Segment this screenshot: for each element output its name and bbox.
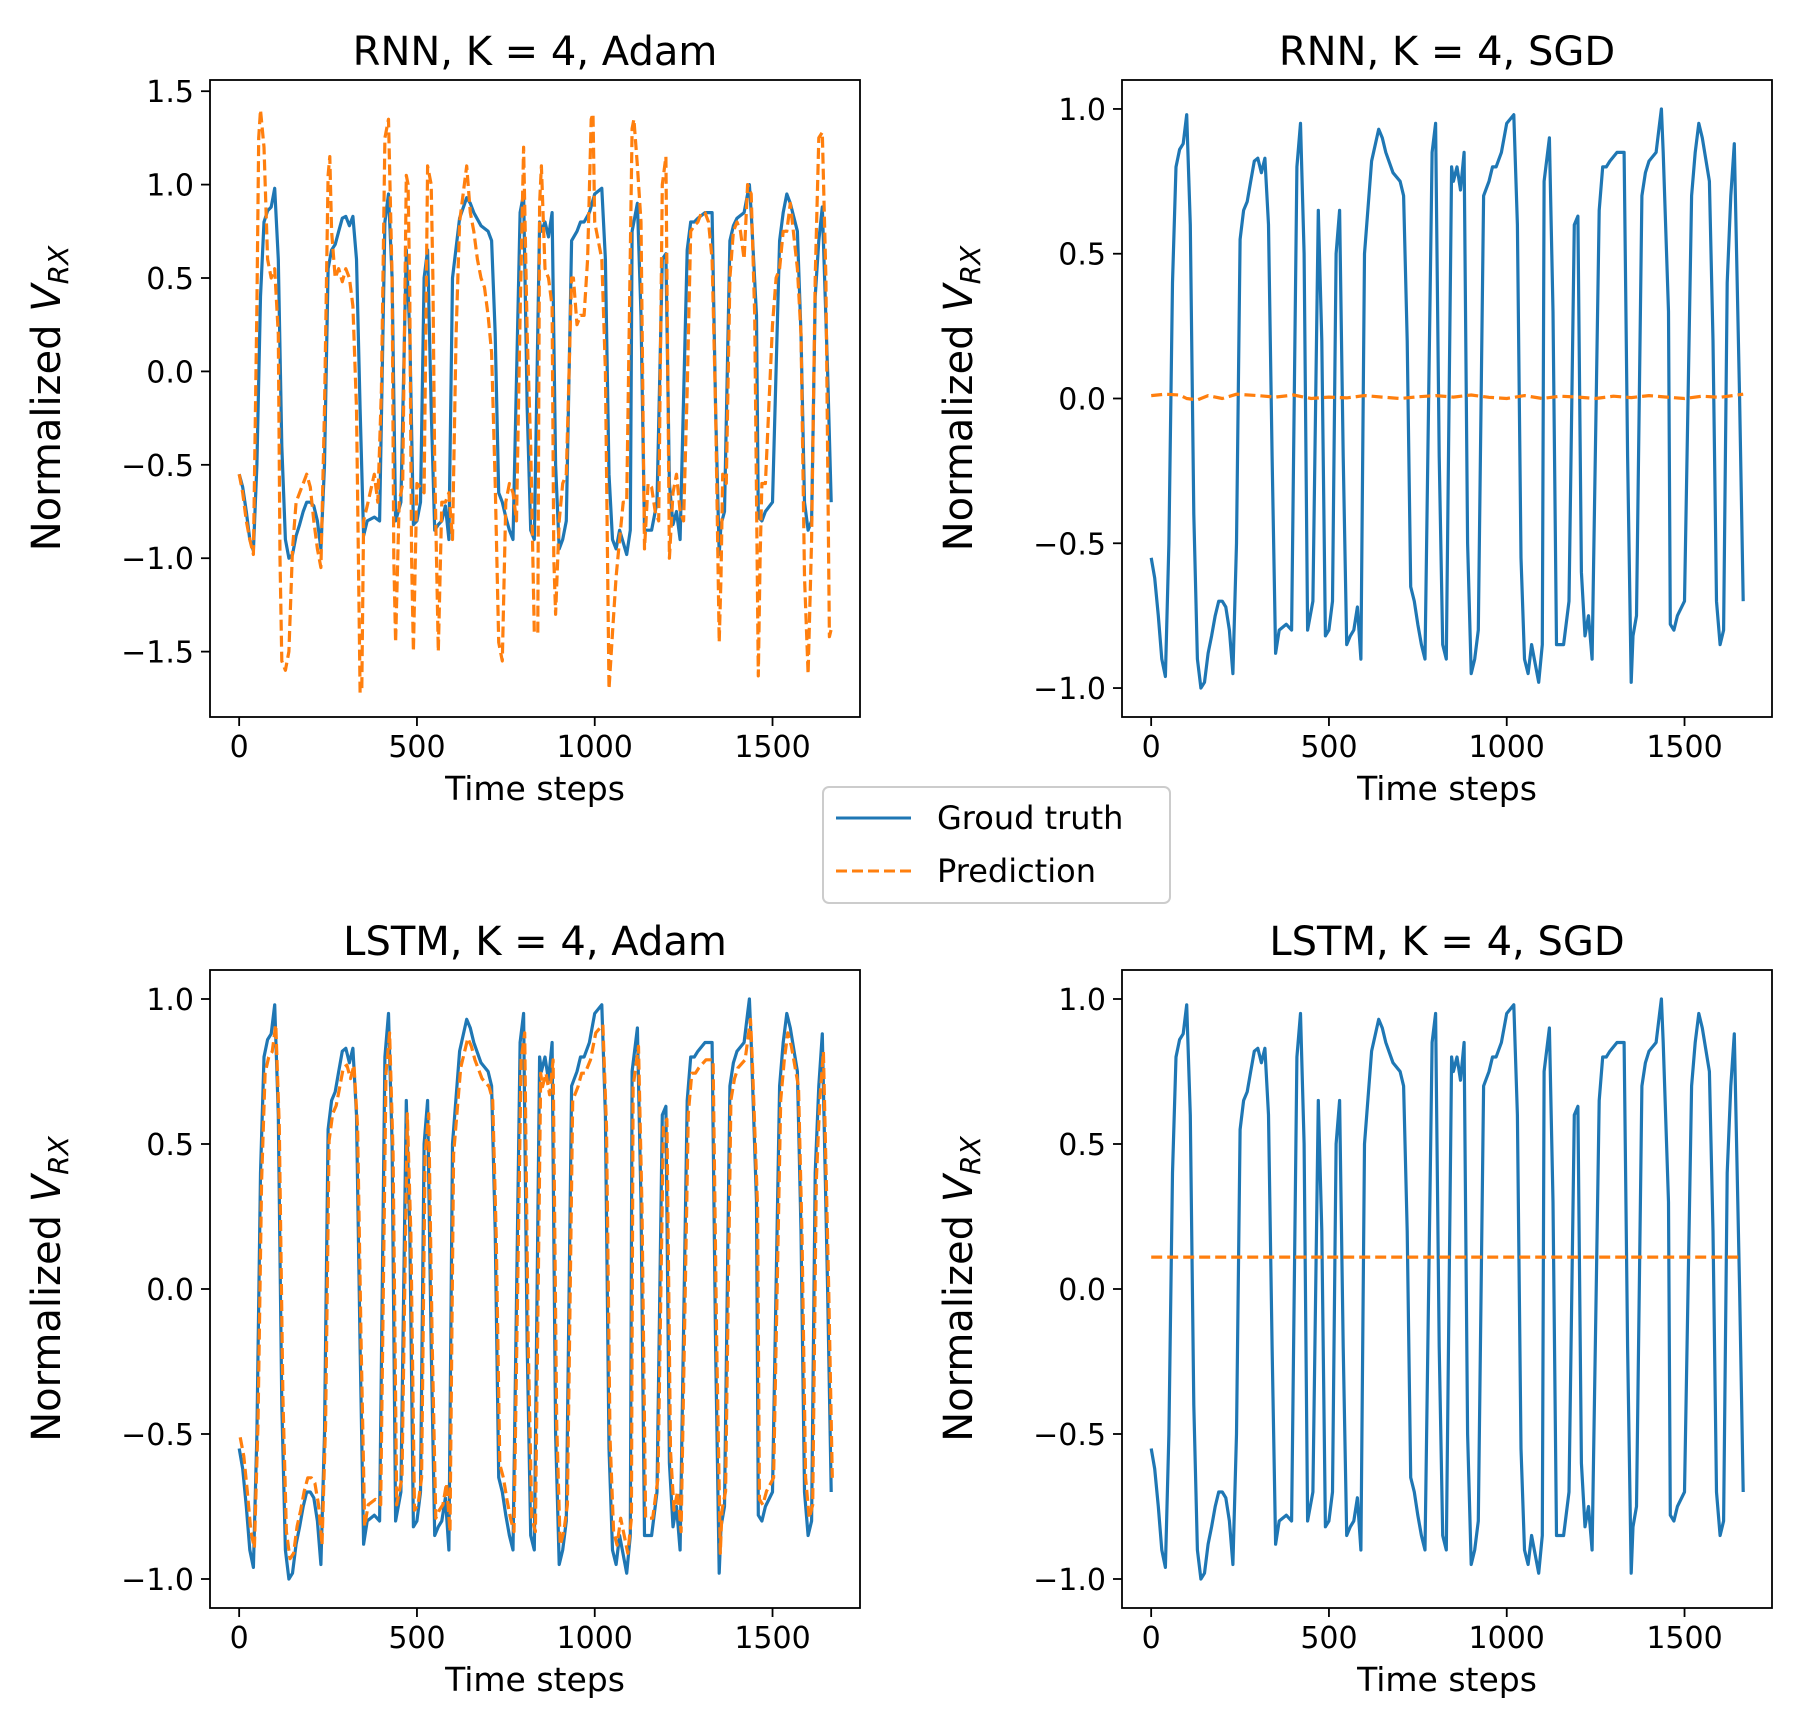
x-axis-label: Time steps [1356,769,1537,808]
y-tick-label: 0.5 [1058,1128,1106,1163]
x-tick-label: 1500 [734,1621,810,1656]
y-tick-label: 0.0 [1058,1273,1106,1308]
panel-lstm-k-4-sgd: 0 500 1000 1500 −1.0 −0.5 0.0 0.5 1.0 LSTM, K = 4… [936,919,1773,1699]
y-axis-label-subscript: RX [954,245,987,284]
y-tick-label: 0.5 [1058,238,1106,273]
series-prediction [238,1017,834,1561]
y-axis-label-symbol: V [936,1172,982,1202]
x-tick-label: 0 [1142,1621,1161,1656]
y-tick-label: 1.0 [1058,93,1106,128]
chart-title: LSTM, K = 4, SGD [1269,919,1624,965]
x-tick-label: 1000 [1469,730,1545,765]
y-tick-label: −0.5 [121,1418,194,1453]
y-tick-label: 1.0 [1058,983,1106,1018]
y-tick-label: −0.5 [1033,527,1106,562]
x-tick-label: 500 [388,1621,445,1656]
x-axis-label: Time steps [1356,1660,1537,1699]
y-tick-label: 1.5 [146,75,194,110]
y-axis-label-subscript: RX [954,1135,987,1174]
y-tick-label: −1.0 [1033,672,1106,707]
panel-rnn-k-4-adam: 0 500 1000 1500 −1.5 −1.0 −0.5 0.0 0.5 1.0 1.5 RNN,… [24,29,861,808]
legend: Groud truth Prediction [822,786,1171,904]
x-tick-label: 1000 [557,1621,633,1656]
y-axis-label: Normalized VRX [936,245,987,551]
series-groud-truth [1149,997,1745,1581]
x-tick-label: 0 [230,1621,249,1656]
y-tick-label: 1.0 [146,983,194,1018]
y-axis-label: Normalized VRX [936,1135,987,1441]
x-tick-label: 500 [1300,1621,1357,1656]
axes-frame [209,79,861,718]
y-tick-label: 0.0 [146,1273,194,1308]
legend-prediction-label: Prediction [937,852,1096,890]
y-tick-label: −1.0 [1033,1563,1106,1598]
series-prediction [1151,392,1744,402]
y-tick-label: 0.5 [146,1128,194,1163]
series-prediction [237,108,833,695]
y-axis-label: Normalized VRX [24,1135,75,1441]
x-tick-label: 500 [1300,730,1357,765]
y-axis-label-text: Normalized [936,1202,982,1442]
x-tick-label: 500 [388,730,445,765]
y-tick-label: −1.0 [121,1563,194,1598]
panel-lstm-k-4-adam: 0 500 1000 1500 −1.0 −0.5 0.0 0.5 1.0 LSTM, K = 4… [24,919,861,1699]
y-tick-label: −0.5 [121,449,194,484]
y-axis-label: Normalized VRX [24,245,75,551]
y-tick-label: 0.0 [1058,383,1106,418]
y-tick-label: −1.5 [121,636,194,671]
y-tick-label: 1.0 [146,169,194,204]
y-axis-label-subscript: RX [42,1135,75,1174]
y-axis-label-text: Normalized [24,312,70,552]
y-tick-label: −0.5 [1033,1418,1106,1453]
x-tick-label: 0 [1142,730,1161,765]
legend-frame [822,786,1171,904]
y-axis-label-symbol: V [24,282,70,312]
y-axis-label-subscript: RX [42,245,75,284]
chart-title: RNN, K = 4, Adam [353,29,718,75]
x-axis-label: Time steps [444,769,625,808]
y-tick-label: 0.0 [146,355,194,390]
x-axis-label: Time steps [444,1660,625,1699]
y-axis-label-symbol: V [24,1172,70,1202]
chart-title: RNN, K = 4, SGD [1279,29,1615,75]
y-tick-label: −1.0 [121,542,194,577]
x-tick-label: 0 [230,730,249,765]
series-groud-truth [1149,107,1745,690]
x-tick-label: 1500 [1646,730,1722,765]
y-axis-label-symbol: V [936,282,982,312]
y-axis-label-text: Normalized [24,1202,70,1442]
x-tick-label: 1500 [1646,1621,1722,1656]
y-axis-label-text: Normalized [936,312,982,552]
chart-title: LSTM, K = 4, Adam [343,919,727,965]
x-tick-label: 1000 [1469,1621,1545,1656]
x-tick-label: 1500 [734,730,810,765]
y-tick-label: 0.5 [146,262,194,297]
x-tick-label: 1000 [557,730,633,765]
panel-rnn-k-4-sgd: 0 500 1000 1500 −1.0 −0.5 0.0 0.5 1.0 RNN, K = 4,… [936,29,1773,808]
legend-ground-truth-label: Groud truth [937,799,1123,837]
